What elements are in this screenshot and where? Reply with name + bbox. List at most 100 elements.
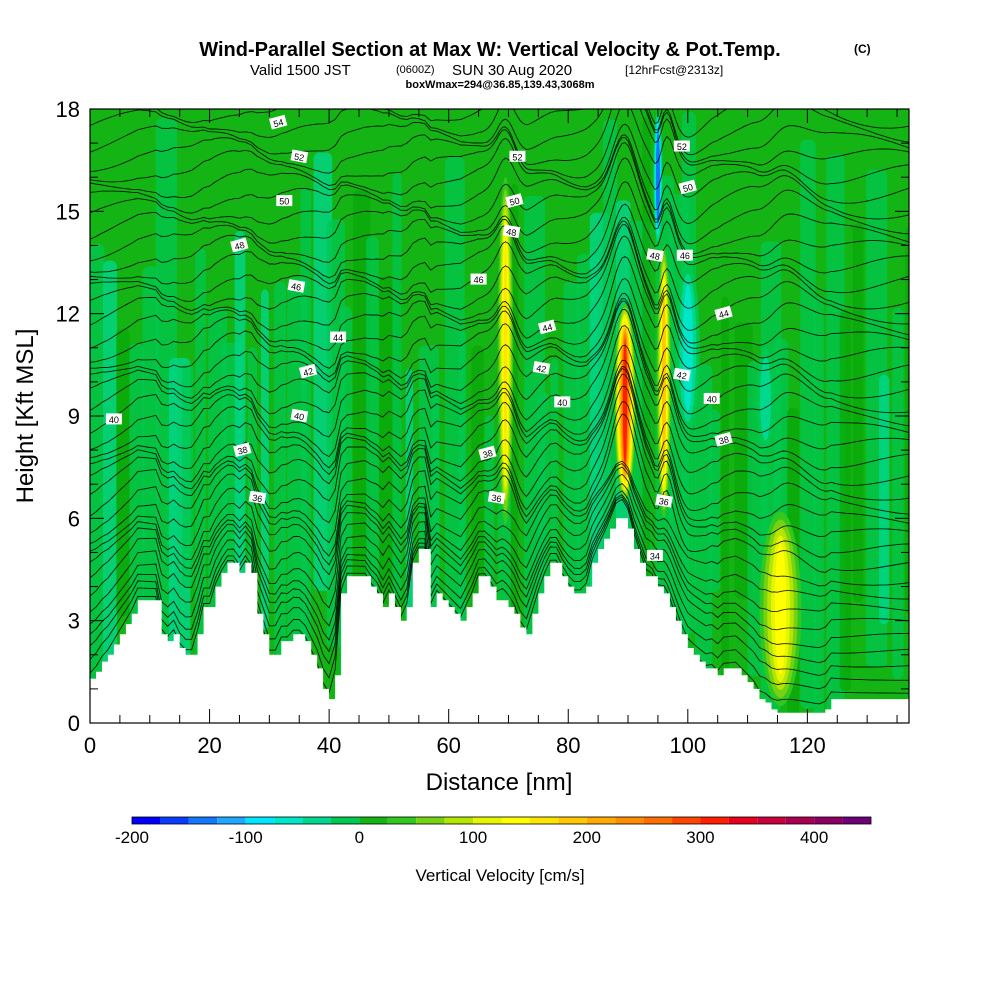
theta-contours <box>90 109 909 705</box>
colorbar-frame <box>131 816 872 825</box>
theta-label: 50 <box>505 193 524 209</box>
colorbar-tick-label: -100 <box>229 828 263 847</box>
x-tick-label: 40 <box>317 733 341 758</box>
colorbar-tick-label: 0 <box>355 828 364 847</box>
theta-contour-line <box>90 368 909 515</box>
colorbar-swatch <box>728 817 758 824</box>
theta-label-text: 36 <box>252 493 264 505</box>
theta-label: 36 <box>655 493 673 508</box>
theta-contour-line <box>90 109 909 156</box>
theta-label-text: 40 <box>707 394 717 404</box>
updraft-70nm <box>497 177 514 526</box>
colorbar-swatch <box>785 817 815 824</box>
theta-label: 42 <box>673 367 691 382</box>
theta-label: 40 <box>290 408 309 423</box>
theta-label: 44 <box>330 331 347 343</box>
theta-contour-line <box>90 308 909 438</box>
colorbar: -200 -100 0 100 200 300 400 <box>115 816 872 847</box>
theta-label-box <box>330 331 347 343</box>
theta-contour-line <box>90 482 909 649</box>
theta-label-box <box>646 549 663 561</box>
theta-contour-line <box>90 463 909 600</box>
theta-label-box <box>676 249 693 261</box>
theta-contour-line <box>90 220 909 331</box>
theta-label: 38 <box>478 445 497 461</box>
theta-label: 50 <box>678 179 697 195</box>
theta-label-text: 54 <box>272 117 284 129</box>
velocity-contour <box>760 356 771 441</box>
theta-label-text: 44 <box>718 308 730 320</box>
theta-contour-line <box>90 142 909 255</box>
x-tick-label: 120 <box>789 733 826 758</box>
colorbar-swatch <box>245 817 275 824</box>
colorbar-swatch <box>330 817 360 824</box>
subtitle-date: SUN 30 Aug 2020 <box>452 62 572 79</box>
y-tick-label: 3 <box>68 609 80 634</box>
colorbar-swatch <box>217 817 246 824</box>
theta-label-text: 50 <box>279 197 289 207</box>
colorbar-swatch <box>700 817 729 824</box>
theta-label-text: 36 <box>658 496 670 508</box>
theta-label-box <box>714 305 733 321</box>
theta-contour-labels: 54 52 50 48 46 44 42 40 40 38 36 52 50 48 46 44 42 40 38 36… <box>105 114 733 561</box>
colorbar-swatch <box>302 817 331 824</box>
theta-contour-line <box>90 460 909 587</box>
y-tick-label: 15 <box>56 199 80 224</box>
theta-label-box <box>703 392 720 404</box>
theta-label-box <box>538 319 557 335</box>
theta-label-box <box>478 445 497 461</box>
subtitle-box: boxWmax=294@36.85,139.43,3068m <box>406 79 595 91</box>
theta-label-text: 46 <box>474 275 484 285</box>
updraft-116nm <box>759 511 802 706</box>
theta-label: 36 <box>248 490 267 505</box>
theta-contour-line <box>90 385 909 544</box>
colorbar-tick-label: 200 <box>573 828 601 847</box>
colorbar-swatch <box>586 817 616 824</box>
theta-contour-line <box>90 277 909 382</box>
colorbar-swatch <box>387 817 417 824</box>
subtitle-utc: (0600Z) <box>396 64 435 76</box>
colorbar-swatch <box>132 817 161 824</box>
theta-label-text: 40 <box>557 398 567 408</box>
theta-label: 52 <box>673 140 690 152</box>
x-tick-label: 80 <box>556 733 580 758</box>
theta-label-text: 38 <box>236 444 248 456</box>
colorbar-tick-label: 400 <box>800 828 828 847</box>
theta-contour-line <box>90 203 909 294</box>
theta-contour-line <box>90 473 909 631</box>
theta-label-text: 48 <box>233 240 245 252</box>
colorbar-swatch <box>359 817 388 824</box>
downdraft-113nm <box>756 347 775 451</box>
theta-contour-line <box>90 292 909 399</box>
theta-label: 42 <box>532 360 551 375</box>
theta-contour-line <box>90 413 909 573</box>
velocity-band <box>800 139 816 709</box>
colorbar-swatch <box>672 817 701 824</box>
theta-contour-line <box>90 216 909 310</box>
theta-label: 52 <box>290 149 309 164</box>
velocity-contour <box>774 543 787 675</box>
colorbar-swatch <box>473 817 502 824</box>
velocity-contour <box>655 132 660 222</box>
subtitle-valid: Valid 1500 JST <box>250 62 351 79</box>
theta-label-box <box>248 490 267 505</box>
velocity-band <box>260 289 269 631</box>
theta-label: 40 <box>105 413 122 425</box>
chart-title: Wind-Parallel Section at Max W: Vertical… <box>199 39 780 61</box>
theta-contour-line <box>90 325 909 458</box>
velocity-band <box>300 187 312 706</box>
theta-label-box <box>678 179 697 195</box>
theta-label-box <box>287 279 306 293</box>
theta-contour-line <box>90 134 909 225</box>
theta-label-box <box>509 150 526 162</box>
colorbar-swatch <box>529 817 559 824</box>
velocity-band <box>129 343 145 632</box>
theta-label-box <box>290 149 309 164</box>
theta-label-text: 40 <box>109 415 119 425</box>
theta-label-text: 42 <box>676 370 688 382</box>
theta-label-text: 52 <box>293 151 305 163</box>
y-tick-label: 0 <box>68 711 80 736</box>
theta-label: 36 <box>487 490 506 505</box>
theta-label: 48 <box>230 237 249 253</box>
